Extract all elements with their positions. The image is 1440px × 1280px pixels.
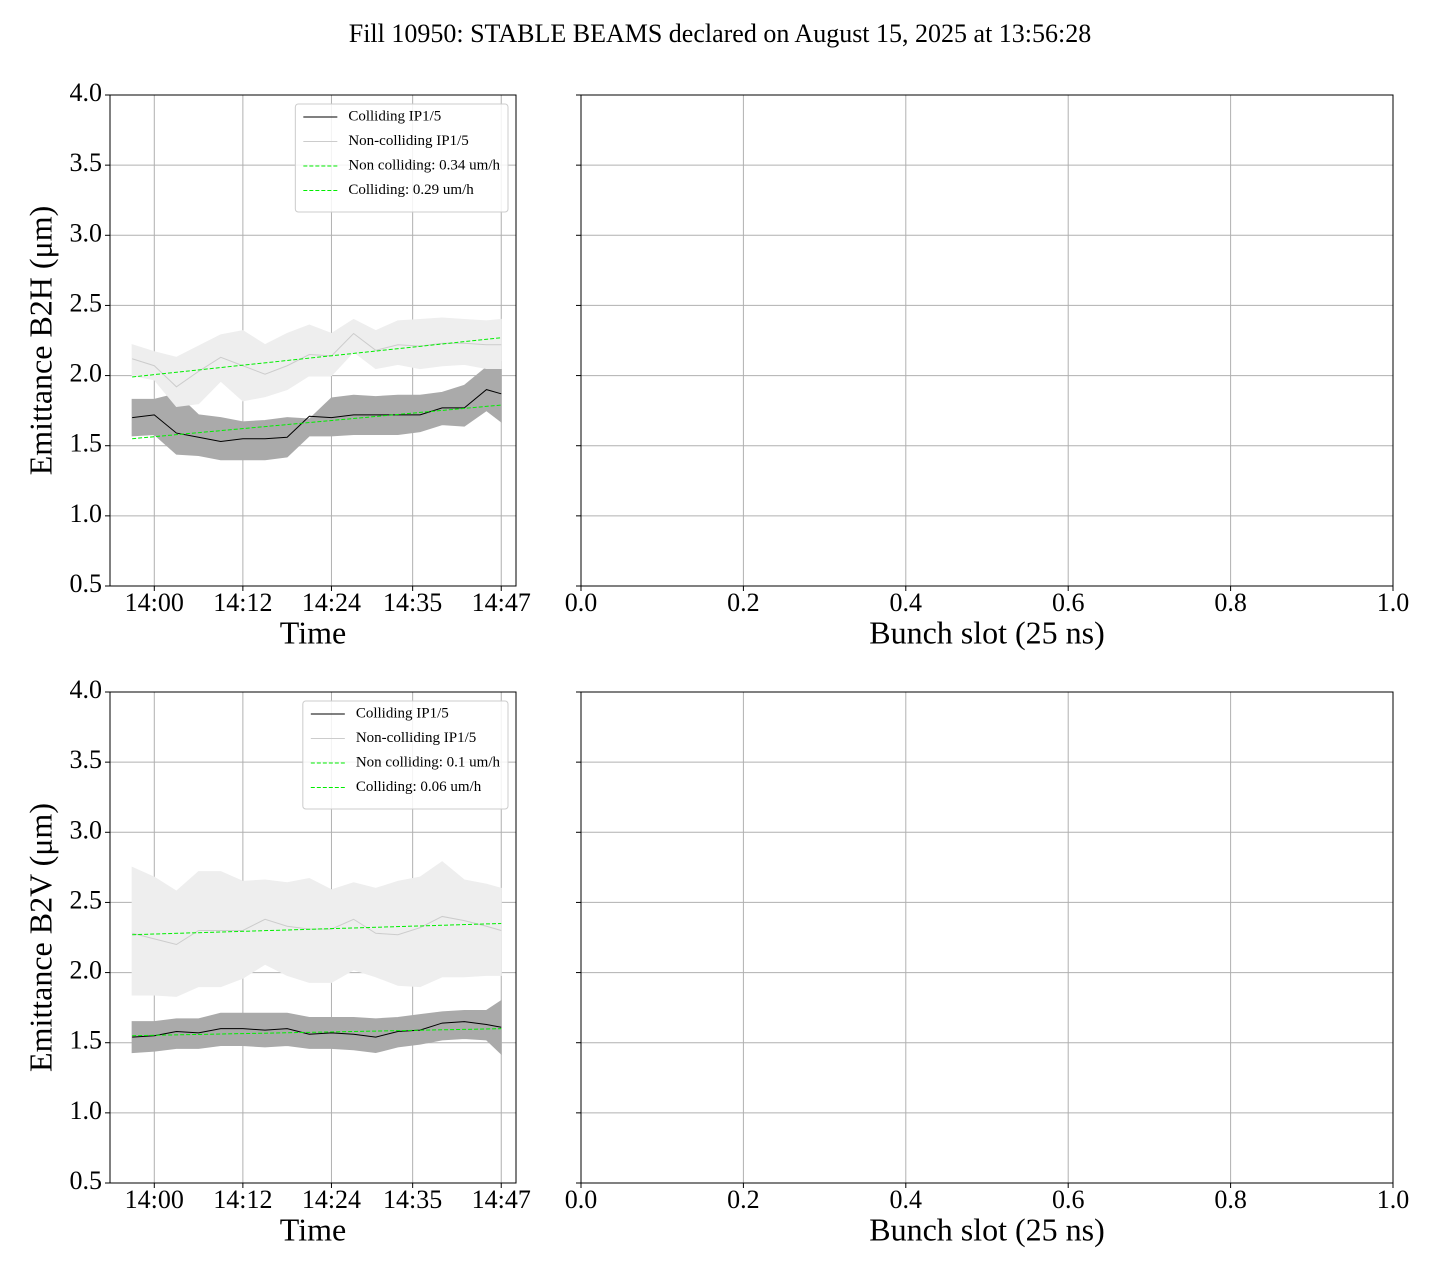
legend-label: Non colliding: 0.34 um/h: [348, 157, 500, 173]
x-tick-label: 0.2: [727, 1185, 760, 1214]
x-tick-label: 1.0: [1377, 1185, 1410, 1214]
legend-box: [302, 700, 509, 810]
y-tick-label: 2.5: [70, 885, 103, 914]
legend: Colliding IP1/5 Non-colliding IP1/5 Non co…: [302, 700, 509, 810]
y-tick-label: 2.0: [70, 956, 103, 985]
y-tick-label: 4.0: [70, 78, 103, 107]
axes-frame: [109, 94, 517, 587]
y-tick-label: 3.5: [70, 745, 103, 774]
legend: Colliding IP1/5 Non-colliding IP1/5 Non co…: [294, 103, 509, 213]
axes-frame: [109, 691, 517, 1184]
x-tick-label: 0.4: [890, 588, 923, 617]
band: [131, 317, 502, 407]
x-tick-label: 14:00: [125, 1185, 184, 1214]
x-tick-label: 0.6: [1052, 588, 1085, 617]
legend-label: Colliding IP1/5: [348, 108, 441, 124]
band: [131, 360, 502, 461]
x-tick-label: 0.8: [1214, 588, 1247, 617]
band: [131, 999, 502, 1056]
x-tick-label: 14:00: [125, 588, 184, 617]
x-axis-label: Time: [280, 614, 346, 650]
x-tick-label: 0.6: [1052, 1185, 1085, 1214]
x-tick-label: 14:35: [383, 588, 442, 617]
x-axis-label: Bunch slot (25 ns): [869, 1211, 1105, 1247]
x-axis-label: Time: [280, 1211, 346, 1247]
figure-title: Fill 10950: STABLE BEAMS declared on Aug…: [349, 19, 1092, 48]
x-axis-label: Bunch slot (25 ns): [869, 614, 1105, 650]
y-tick-label: 1.5: [70, 429, 103, 458]
y-tick-label: 2.5: [70, 288, 103, 317]
x-tick-label: 14:47: [472, 1185, 531, 1214]
legend-label: Non colliding: 0.1 um/h: [356, 754, 501, 770]
x-tick-label: 14:47: [472, 588, 531, 617]
x-tick-label: 14:35: [383, 1185, 442, 1214]
y-tick-label: 1.5: [70, 1026, 103, 1055]
legend-label: Colliding: 0.06 um/h: [356, 779, 482, 795]
x-tick-label: 14:12: [213, 588, 272, 617]
x-tick-label: 1.0: [1377, 588, 1410, 617]
x-tick-label: 14:12: [213, 1185, 272, 1214]
x-tick-label: 0.0: [565, 588, 598, 617]
x-tick-label: 14:24: [302, 1185, 361, 1214]
y-tick-label: 3.5: [70, 148, 103, 177]
y-tick-label: 4.0: [70, 675, 103, 704]
series-line: [132, 404, 502, 440]
axes-frame: [580, 94, 1394, 587]
legend-label: Colliding IP1/5: [356, 705, 449, 721]
y-tick-label: 1.0: [70, 1096, 103, 1125]
legend-label: Non-colliding IP1/5: [356, 730, 476, 746]
x-tick-label: 0.2: [727, 588, 760, 617]
series-line: [132, 1021, 502, 1038]
series-line: [132, 337, 502, 378]
x-tick-label: 0.4: [890, 1185, 923, 1214]
y-axis-label: Emittance B2H (μm): [22, 206, 58, 476]
y-tick-label: 0.5: [70, 1166, 103, 1195]
x-tick-label: 0.8: [1214, 1185, 1247, 1214]
y-tick-label: 3.0: [70, 815, 103, 844]
y-axis-label: Emittance B2V (μm): [22, 803, 58, 1072]
axes-frame: [580, 691, 1394, 1184]
y-tick-label: 1.0: [70, 499, 103, 528]
y-tick-label: 3.0: [70, 218, 103, 247]
y-tick-label: 0.5: [70, 569, 103, 598]
legend-label: Colliding: 0.29 um/h: [348, 182, 474, 198]
x-tick-label: 0.0: [565, 1185, 598, 1214]
series-line: [132, 389, 502, 443]
series-line: [132, 922, 502, 936]
series-line: [132, 1028, 502, 1037]
legend-box: [294, 103, 509, 213]
legend-label: Non-colliding IP1/5: [348, 133, 468, 149]
y-tick-label: 2.0: [70, 359, 103, 388]
x-tick-label: 14:24: [302, 588, 361, 617]
